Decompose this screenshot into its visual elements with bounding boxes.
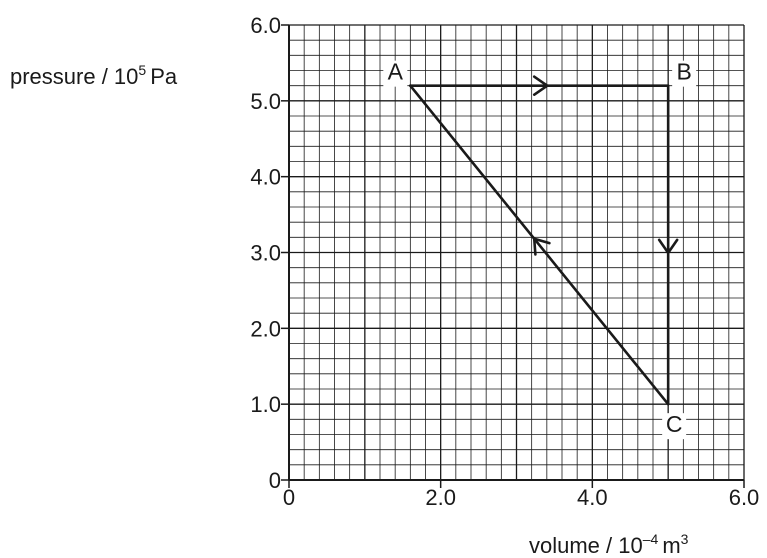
point-labels: A B C <box>383 59 697 440</box>
segment-c-a-arrow <box>532 237 551 256</box>
point-label-b: B <box>676 59 691 85</box>
y-tick-label: 0 <box>269 468 281 493</box>
y-tick-label: 5.0 <box>250 89 281 114</box>
point-label-bg <box>383 60 408 87</box>
x-axis-label: volume / 10–4 m3 <box>529 531 689 558</box>
segment-b-c-arrow <box>657 238 679 255</box>
x-tick-label: 0 <box>283 485 295 510</box>
segment-a-b-arrow <box>532 75 549 96</box>
y-tick-label: 1.0 <box>250 392 281 417</box>
point-label-bg <box>672 60 697 87</box>
y-tick-label: 2.0 <box>250 316 281 341</box>
point-label-a: A <box>388 59 404 85</box>
x-tick-label: 6.0 <box>729 485 760 510</box>
tick-labels: 0 1.0 2.0 3.0 4.0 5.0 6.0 0 2.0 4.0 6.0 <box>250 13 759 510</box>
y-tick-label: 6.0 <box>250 13 281 38</box>
point-label-bg <box>662 413 687 440</box>
cycle-path <box>409 75 679 406</box>
x-tick-label: 4.0 <box>577 485 608 510</box>
x-tick-label: 2.0 <box>425 485 456 510</box>
y-tick-label: 4.0 <box>250 165 281 190</box>
point-label-c: C <box>666 411 683 437</box>
y-axis-label: pressure / 105 Pa <box>10 62 178 89</box>
segment-c-a <box>409 84 670 406</box>
y-tick-label: 3.0 <box>250 241 281 266</box>
